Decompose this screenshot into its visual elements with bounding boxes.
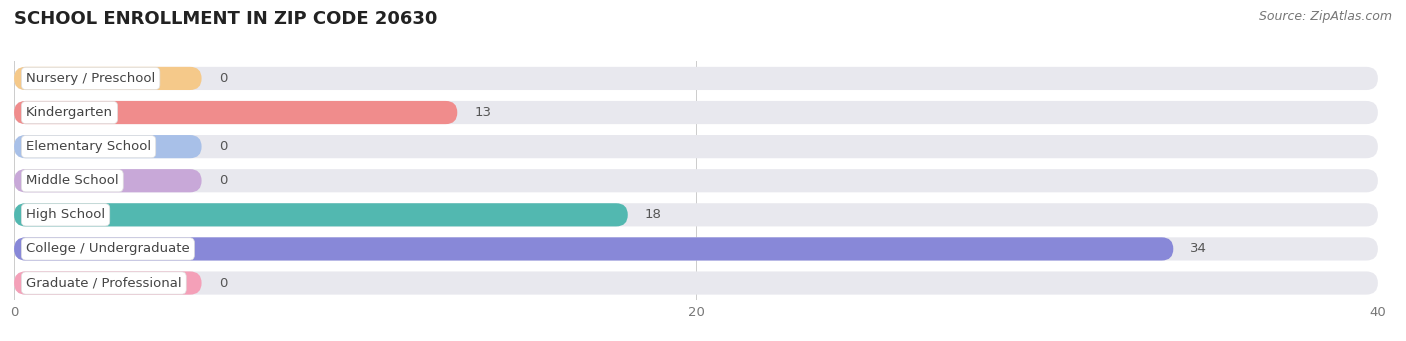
FancyBboxPatch shape [14,237,1173,261]
FancyBboxPatch shape [14,203,1378,226]
Text: Middle School: Middle School [25,174,118,187]
Text: Elementary School: Elementary School [25,140,150,153]
FancyBboxPatch shape [14,237,1378,261]
FancyBboxPatch shape [14,135,1378,158]
Text: High School: High School [25,208,105,221]
Text: College / Undergraduate: College / Undergraduate [25,242,190,255]
FancyBboxPatch shape [14,135,201,158]
FancyBboxPatch shape [14,169,201,192]
FancyBboxPatch shape [14,169,1378,192]
Text: 34: 34 [1191,242,1208,255]
FancyBboxPatch shape [14,101,1378,124]
Text: Graduate / Professional: Graduate / Professional [25,277,181,290]
FancyBboxPatch shape [14,67,201,90]
Text: 0: 0 [219,174,226,187]
Text: Source: ZipAtlas.com: Source: ZipAtlas.com [1258,10,1392,23]
Text: 0: 0 [219,140,226,153]
FancyBboxPatch shape [14,271,201,295]
Text: 0: 0 [219,277,226,290]
FancyBboxPatch shape [14,67,1378,90]
Text: 13: 13 [474,106,491,119]
Text: Nursery / Preschool: Nursery / Preschool [25,72,155,85]
FancyBboxPatch shape [14,271,1378,295]
FancyBboxPatch shape [14,203,627,226]
Text: SCHOOL ENROLLMENT IN ZIP CODE 20630: SCHOOL ENROLLMENT IN ZIP CODE 20630 [14,10,437,28]
Text: Kindergarten: Kindergarten [25,106,112,119]
Text: 0: 0 [219,72,226,85]
FancyBboxPatch shape [14,101,457,124]
Text: 18: 18 [645,208,662,221]
